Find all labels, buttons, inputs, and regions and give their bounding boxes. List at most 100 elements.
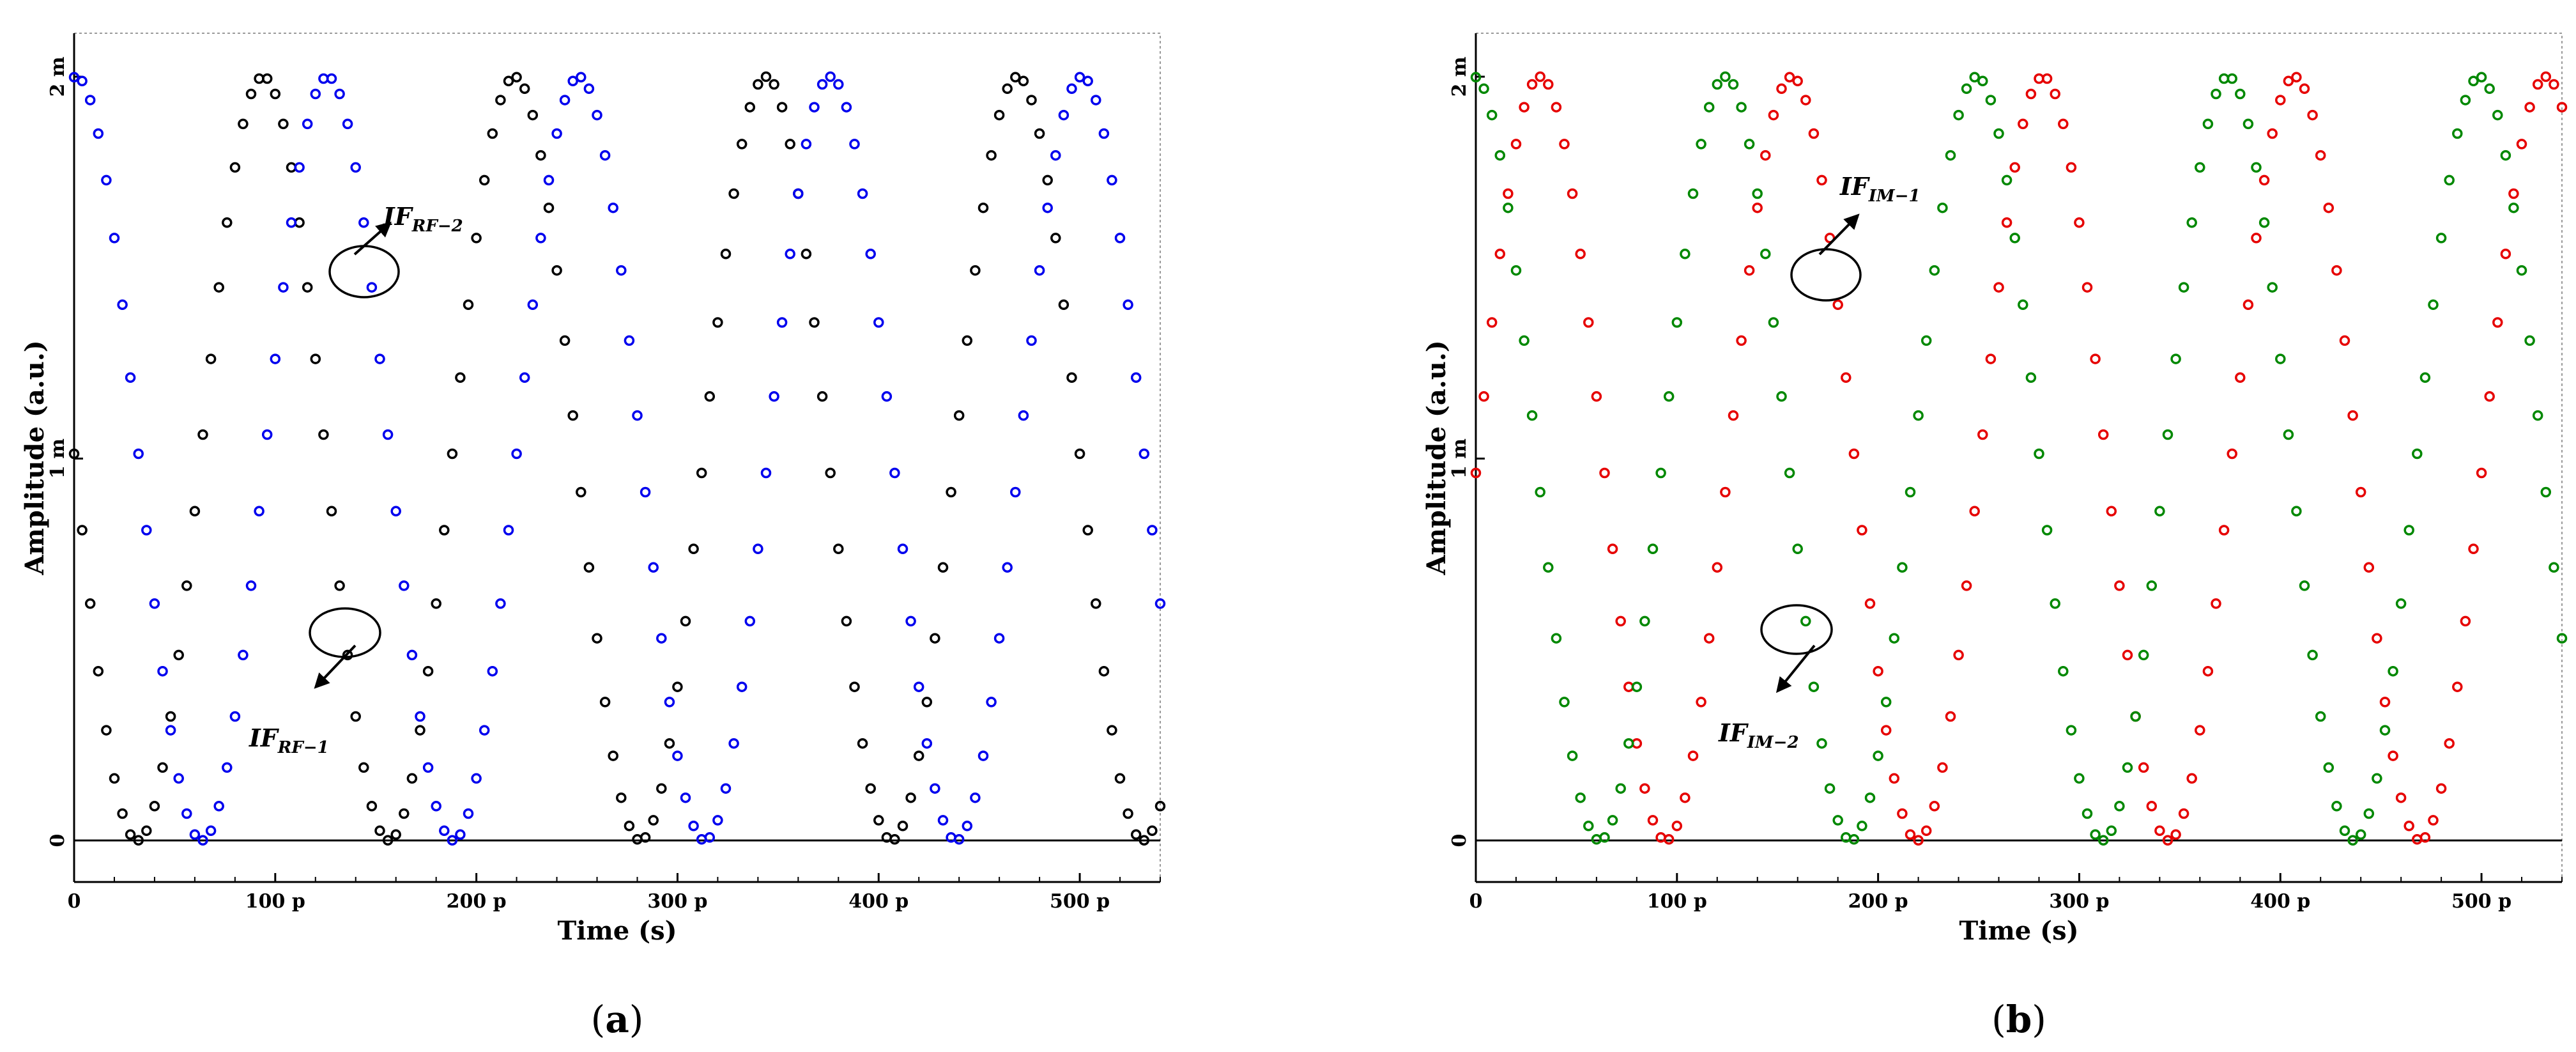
panel-a-series-1-point	[431, 598, 441, 609]
panel-b-series-2-point	[1639, 615, 1650, 627]
panel-b-series-1-point	[2435, 783, 2447, 794]
panel-a-series-2-point	[93, 128, 104, 139]
panel-b-series-1-point	[1712, 562, 1723, 573]
panel-b-series-1-point	[1945, 711, 1956, 722]
panel-b-series-2-point	[1696, 139, 1706, 150]
panel-a-series-2-point	[656, 633, 667, 644]
panel-b-series-2-point	[2202, 118, 2214, 130]
panel-b-series-2-point	[2170, 353, 2181, 364]
panel-b-series-1-point	[1696, 697, 1706, 708]
panel-b-series-2-point	[2025, 372, 2037, 383]
panel-a-series-1-point	[688, 543, 699, 555]
panel-b-data-points	[1470, 71, 2568, 846]
panel-a-series-1-point	[648, 815, 659, 826]
panel-a-series-2-point	[109, 233, 120, 244]
panel-b-series-2-point	[2484, 83, 2495, 95]
panel-b-series-1-point	[2242, 299, 2254, 311]
panel-a-series-1-point	[455, 372, 466, 383]
panel-b-series-2-point	[1486, 109, 1498, 121]
panel-a-series-2-point	[849, 139, 860, 150]
panel-a-series-2-point	[953, 834, 965, 845]
panel-b-series-2-point	[2516, 265, 2527, 276]
panel-a-rf2-ellipse	[328, 245, 400, 298]
panel-a-series-2-point	[270, 353, 281, 364]
panel-b-series-1-point	[1841, 372, 1851, 383]
panel-a-series-2-point	[157, 665, 168, 677]
panel-b-im1-label-main: IF	[1839, 172, 1871, 201]
panel-b-series-2-point	[2331, 801, 2342, 812]
panel-b-series-2-point	[1663, 391, 1675, 402]
panel-b-series-2-point	[2299, 580, 2310, 591]
panel-b-series-1-point	[1969, 506, 1980, 517]
panel-b-im2-arrow	[1775, 644, 1816, 693]
panel-b-series-1-point	[1985, 353, 1997, 364]
panel-a-series-2-point	[632, 410, 643, 421]
panel-a-series-1-point	[189, 506, 201, 517]
panel-b-series-1-point	[1567, 188, 1578, 199]
panel-a-series-2-point	[511, 448, 522, 460]
panel-b-series-2-point	[2532, 410, 2543, 421]
panel-a-series-2-point	[1066, 83, 1077, 95]
panel-a-series-2-point	[543, 174, 555, 186]
panel-a-series-2-point	[141, 525, 152, 536]
panel-b-series-2-point	[1953, 109, 1964, 121]
panel-b-series-2-point	[1631, 681, 1643, 692]
panel-a-series-1-point	[125, 829, 136, 840]
panel-b-series-1-point	[2388, 750, 2398, 761]
panel-a-series-2-point	[704, 832, 716, 843]
panel-b-chart: 0 100 p 200 p 300 p 400 p 500 p 0 1 m 2 m Time (…	[1422, 33, 2568, 1041]
panel-a-series-2-point	[479, 725, 490, 736]
panel-a-caption-close: )	[629, 998, 644, 1041]
panel-b-series-2-point	[1494, 150, 1506, 161]
panel-b-series-1-point	[2532, 79, 2543, 90]
panel-b-series-1-point	[2001, 217, 2012, 228]
panel-b-x-tick-label-0: 0	[1469, 890, 1483, 913]
panel-b-x-tick-label-3: 300 p	[2049, 890, 2109, 913]
panel-a-series-2-point	[1018, 410, 1029, 421]
panel-b-series-2-point	[2154, 506, 2165, 517]
panel-a-series-1-point	[937, 562, 949, 573]
panel-b-series-2-point	[2009, 233, 2020, 244]
panel-b-series-2-point	[1889, 633, 1900, 644]
panel-b-series-1-point	[1920, 825, 1932, 837]
panel-a-series-2-point	[487, 665, 498, 677]
panel-b-series-2-point	[1792, 543, 1803, 555]
panel-b-series-1-point	[1470, 467, 1482, 479]
panel-b-series-1-point	[2138, 762, 2149, 773]
panel-a-series-1-point	[471, 233, 482, 244]
panel-a-series-2-point	[205, 825, 217, 837]
panel-a-caption-open: (	[591, 998, 606, 1041]
panel-a-series-1-point	[213, 282, 224, 293]
panel-b-series-2-point	[2355, 829, 2366, 840]
panel-a-series-2-point	[535, 233, 546, 244]
panel-b-series-1-point	[1897, 808, 1908, 819]
panel-b-series-2-point	[1800, 615, 1811, 627]
panel-a-series-2-point	[1034, 265, 1045, 276]
panel-b-series-1-point	[1937, 762, 1948, 773]
panel-a-series-1-point	[1098, 665, 1110, 677]
panel-a-series-2-point	[1154, 598, 1166, 609]
panel-b-series-2-point	[1977, 75, 1988, 87]
panel-b-series-2-point	[2242, 118, 2254, 130]
panel-b-series-1-point	[2395, 792, 2407, 803]
panel-a-series-2-point	[278, 282, 289, 293]
panel-b-series-1-point	[1607, 543, 1618, 555]
panel-b-series-1-point	[1591, 391, 1602, 402]
panel-a-series-1-point	[1002, 83, 1013, 95]
panel-b-caption-open: (	[1991, 998, 2006, 1041]
panel-a-series-2-point	[149, 598, 160, 609]
panel-a-series-2-point	[962, 821, 973, 832]
panel-b-series-1-point	[1680, 792, 1690, 803]
panel-a-series-2-point	[599, 150, 611, 161]
panel-b-series-2-point	[1857, 821, 1867, 832]
panel-b-series-1-point	[1832, 299, 1843, 311]
panel-a-series-1-point	[358, 762, 369, 773]
panel-a-series-2-point	[559, 95, 571, 105]
panel-b-series-1-point	[1977, 429, 1988, 440]
panel-a-series-2-point	[463, 808, 474, 819]
panel-b-series-1-point	[2041, 73, 2053, 84]
panel-a-series-1-point	[109, 773, 120, 784]
panel-b-series-2-point	[2492, 109, 2503, 121]
panel-a-series-1-point	[261, 73, 273, 84]
panel-b-series-1-point	[1752, 202, 1763, 213]
